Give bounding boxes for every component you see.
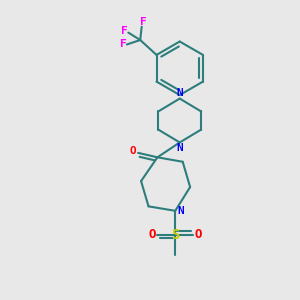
Text: N: N	[176, 88, 183, 98]
Text: S: S	[171, 228, 179, 242]
Text: N: N	[176, 143, 183, 153]
Text: N: N	[177, 206, 184, 216]
Text: O: O	[195, 228, 202, 241]
Text: F: F	[120, 40, 126, 50]
Text: O: O	[129, 146, 136, 156]
Text: F: F	[140, 17, 147, 27]
Text: F: F	[121, 26, 128, 36]
Text: O: O	[148, 228, 156, 241]
